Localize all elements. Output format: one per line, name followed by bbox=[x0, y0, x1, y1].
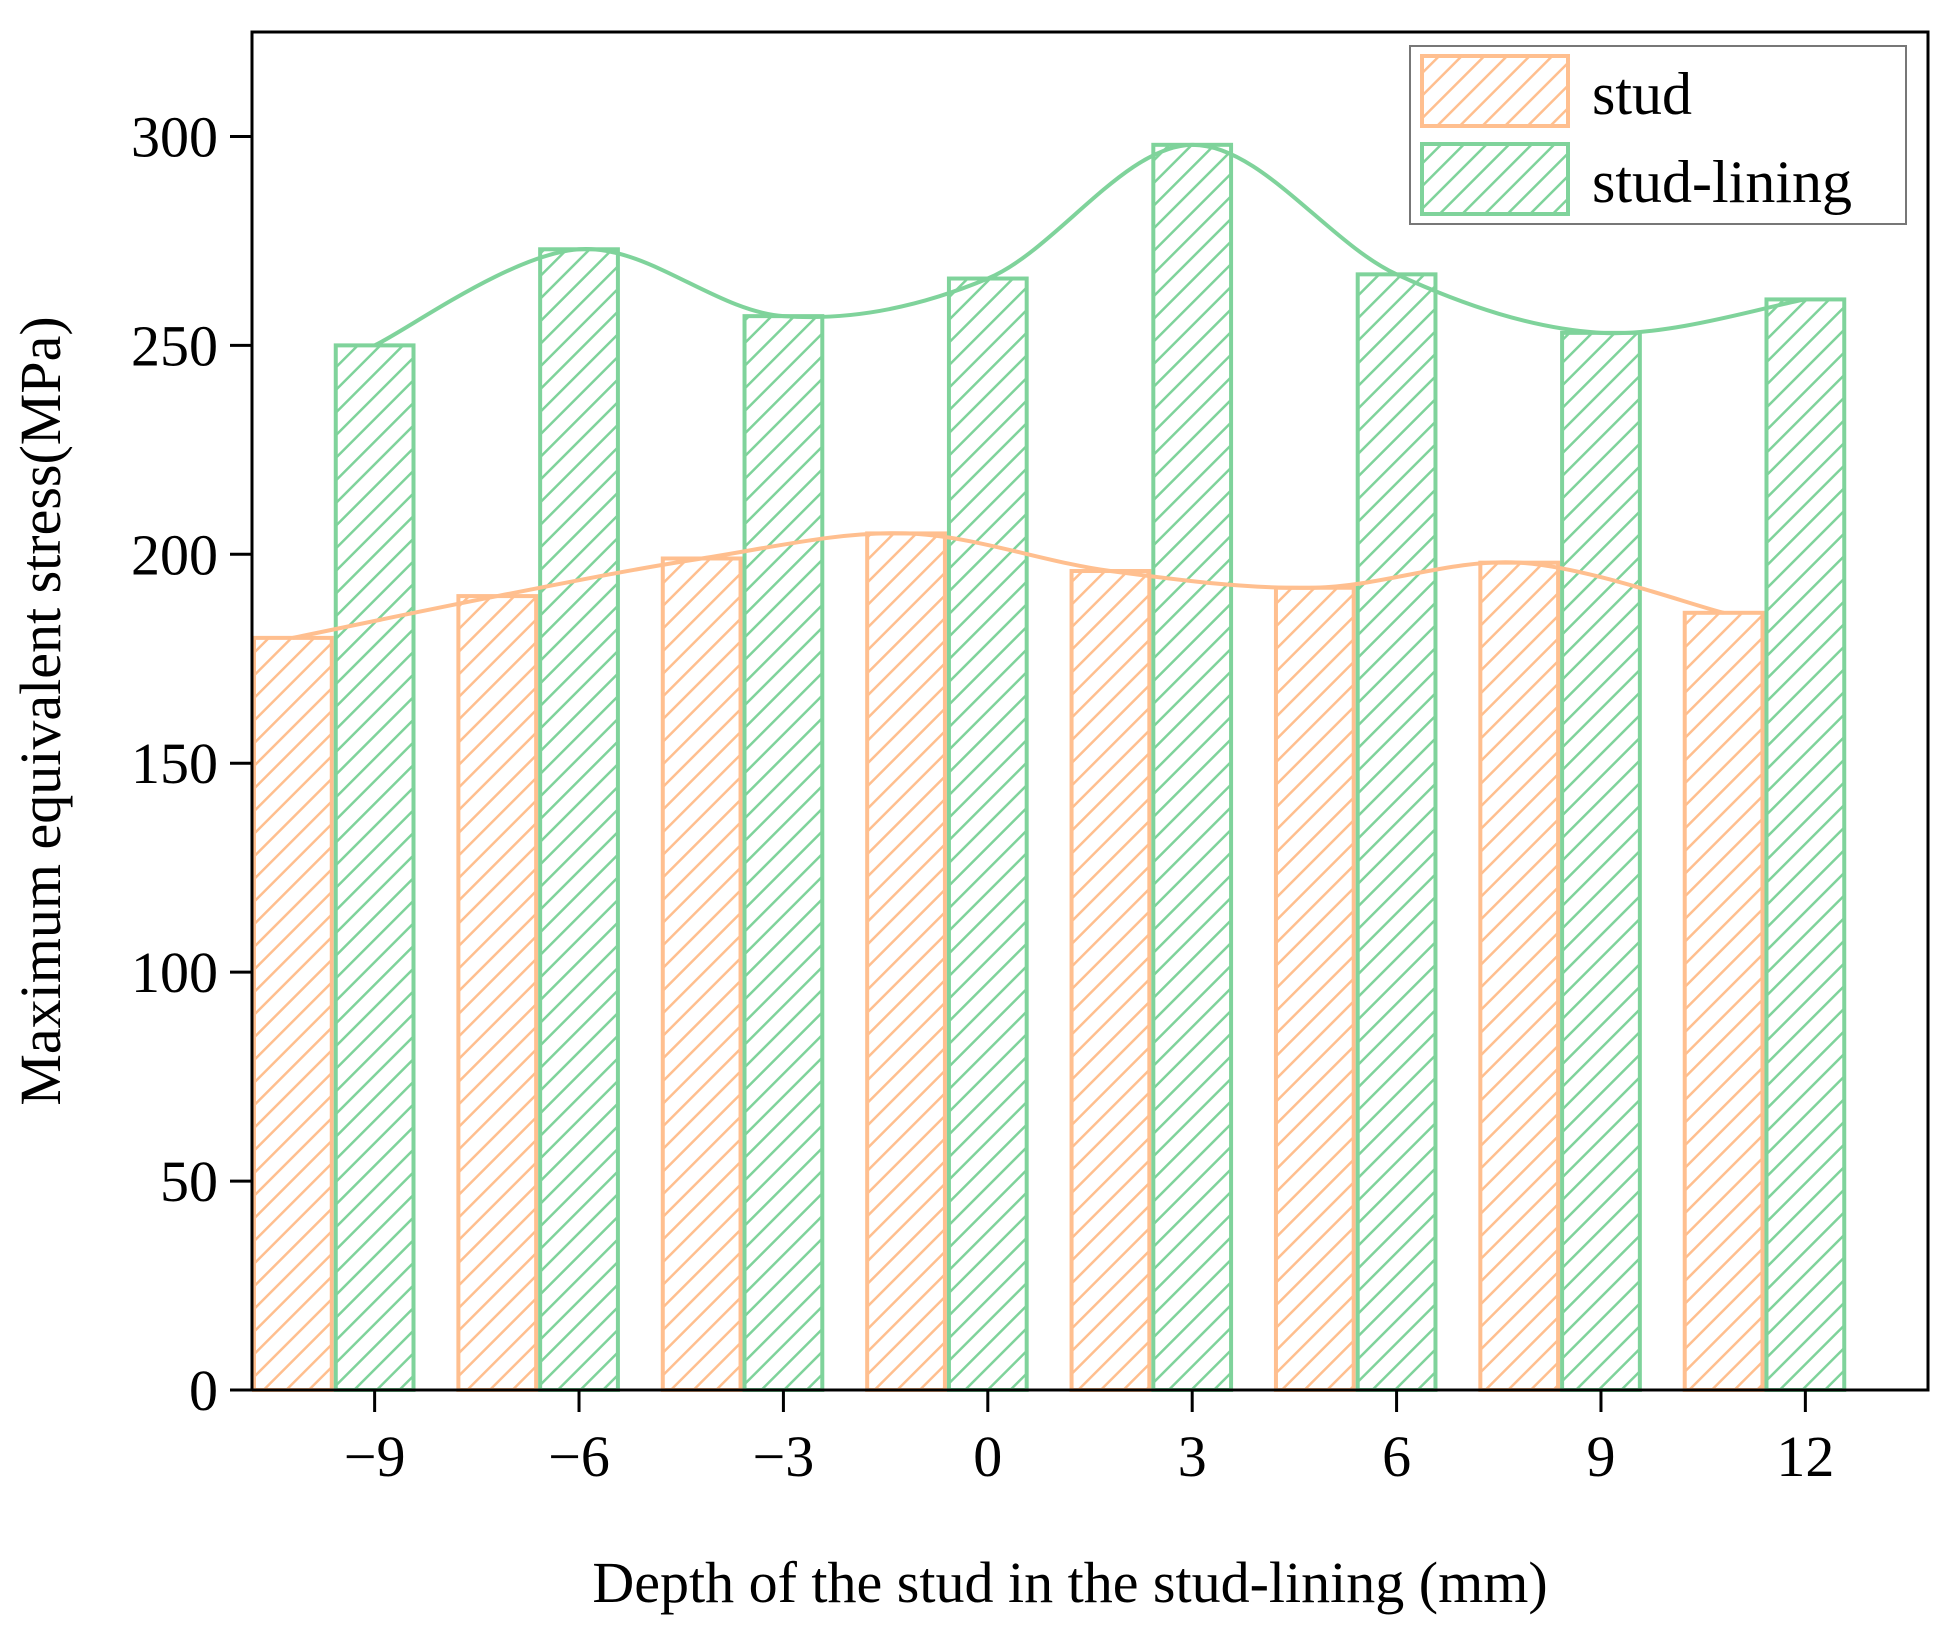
x-tick-label: −9 bbox=[344, 1424, 406, 1489]
y-tick-label: 50 bbox=[160, 1149, 218, 1214]
trend-curves bbox=[292, 142, 1806, 640]
stud-lining-bar bbox=[1151, 142, 1234, 1392]
x-tick-label: 0 bbox=[973, 1424, 1002, 1489]
y-tick-label: 0 bbox=[189, 1358, 218, 1423]
stud-lining-bar bbox=[946, 276, 1029, 1393]
y-tick-label: 200 bbox=[131, 522, 218, 587]
x-tick-label: 12 bbox=[1776, 1424, 1834, 1489]
x-tick-label: −3 bbox=[753, 1424, 815, 1489]
x-axis-title: Depth of the stud in the stud-lining (mm… bbox=[592, 1550, 1547, 1615]
stud-bar bbox=[1069, 569, 1152, 1392]
stud-bar bbox=[1682, 610, 1765, 1392]
legend-swatch-stud bbox=[1420, 54, 1570, 128]
x-tick-label: 6 bbox=[1382, 1424, 1411, 1489]
stud-lining-trend-line bbox=[373, 142, 1806, 348]
y-tick-label: 250 bbox=[131, 313, 218, 378]
stud-bar bbox=[660, 556, 743, 1392]
stud-bar bbox=[865, 531, 947, 1392]
legend-label-stud-lining: stud-lining bbox=[1592, 149, 1852, 215]
x-tick-label: 3 bbox=[1178, 1424, 1207, 1489]
stud-lining-bar bbox=[1355, 272, 1438, 1392]
y-axis-ticks: 0 50 100 150 200 250 300 bbox=[131, 104, 252, 1423]
y-axis-title: Maximum equivalent stress(MPa) bbox=[8, 316, 73, 1105]
x-tick-label: −6 bbox=[548, 1424, 610, 1489]
stud-bar bbox=[252, 635, 334, 1392]
stud-trend-line bbox=[292, 531, 1725, 640]
stud-bar bbox=[1478, 560, 1561, 1392]
legend: stud stud-lining bbox=[1409, 45, 1907, 225]
stud-lining-bar bbox=[538, 247, 620, 1392]
stud-lining-bar bbox=[333, 343, 416, 1392]
plot-frame bbox=[250, 30, 1930, 1392]
stud-bar bbox=[1273, 585, 1356, 1392]
stud-lining-bar bbox=[742, 314, 825, 1392]
y-tick-label: 300 bbox=[131, 104, 218, 169]
x-tick-label: 9 bbox=[1586, 1424, 1615, 1489]
stud-lining-bar bbox=[1764, 297, 1847, 1393]
legend-label-stud: stud bbox=[1592, 61, 1692, 127]
stud-bar bbox=[456, 594, 539, 1392]
y-tick-label: 100 bbox=[131, 940, 218, 1005]
x-axis-ticks: −9 −6 −3 0 3 6 9 12 bbox=[344, 1390, 1834, 1489]
stud-lining-bar bbox=[1560, 330, 1642, 1392]
legend-swatch-stud-lining bbox=[1420, 142, 1570, 216]
y-tick-label: 150 bbox=[131, 731, 218, 796]
